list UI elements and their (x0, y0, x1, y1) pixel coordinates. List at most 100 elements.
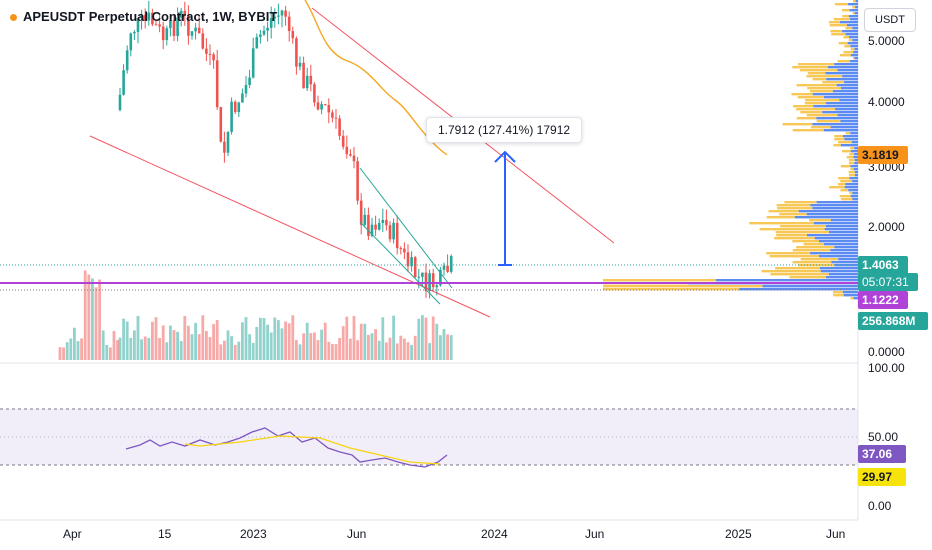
price-label: 0.0000 (868, 345, 905, 359)
volume-profile-bar (822, 81, 845, 84)
volume-profile-bar (829, 24, 847, 27)
candle-body (169, 20, 172, 29)
volume-bar (241, 322, 244, 360)
candle-body (295, 38, 298, 67)
volume-profile-bar (827, 66, 858, 69)
candle-body (136, 18, 140, 32)
candle-body (266, 27, 269, 31)
volume-bar (345, 316, 349, 360)
volume-profile-bar (839, 99, 858, 102)
volume-bar (212, 324, 215, 360)
candle-body (370, 224, 374, 236)
candle-body (435, 285, 439, 288)
candle-body (316, 102, 320, 110)
volume-bar (62, 347, 65, 360)
candle-body (190, 31, 194, 36)
volume-profile-bar (800, 69, 838, 72)
volume-bar (291, 315, 295, 360)
volume-profile-bar (854, 174, 858, 177)
volume-badge: 256.868M (858, 312, 928, 330)
volume-bar (98, 279, 101, 360)
volume-bar (442, 329, 446, 360)
volume-profile-bar (813, 222, 858, 225)
volume-bar (205, 330, 208, 360)
volume-profile-bar (759, 228, 825, 231)
currency-button[interactable]: USDT (864, 8, 916, 32)
volume-profile-bar (830, 30, 843, 33)
candle-body (410, 257, 413, 267)
volume-profile-bar (812, 123, 858, 126)
volume-profile-bar (766, 216, 795, 219)
volume-profile-bar (840, 198, 853, 201)
candle-body (334, 117, 338, 119)
volume-bar (136, 315, 140, 360)
volume-profile-bar (835, 108, 858, 111)
volume-profile-bar (848, 171, 855, 174)
volume-profile-bar (792, 261, 832, 264)
volume-bar (262, 318, 266, 360)
candle-body (262, 30, 266, 35)
volume-profile-bar (761, 270, 821, 273)
candle-body (251, 48, 255, 78)
volume-bar (116, 340, 119, 360)
volume-bar (424, 317, 428, 360)
volume-profile-bar (850, 48, 855, 51)
candle-body (421, 272, 424, 277)
candle-body (413, 257, 417, 277)
candle-body (431, 273, 435, 288)
volume-profile-bar (852, 192, 858, 195)
volume-profile-bar (842, 15, 849, 18)
volume-profile-bar (779, 213, 807, 216)
volume-profile-bar (768, 210, 799, 213)
support-price-badge: 1.1222 (858, 291, 908, 309)
volume-profile-bar (838, 42, 848, 45)
volume-profile-bar (810, 126, 831, 129)
volume-profile-bar (830, 219, 858, 222)
candle-body (323, 104, 327, 106)
volume-profile-bar (819, 240, 858, 243)
volume-profile-bar (844, 81, 858, 84)
candle-body (223, 141, 226, 153)
volume-profile-bar (831, 261, 858, 264)
candle-body (176, 17, 179, 36)
volume-profile-bar (844, 45, 851, 48)
volume-profile-bar (836, 84, 858, 87)
volume-bar (190, 334, 194, 360)
candle-body (259, 34, 262, 38)
volume-profile-bar (849, 36, 858, 39)
volume-profile-bar (789, 276, 827, 279)
volume-bar (273, 317, 277, 360)
candle-body (197, 27, 201, 34)
volume-profile-bar (850, 45, 858, 48)
volume-profile-bar (854, 159, 858, 162)
candle-body (359, 200, 363, 225)
volume-profile-bar (834, 246, 858, 249)
volume-profile-bar (825, 72, 858, 75)
candle-body (395, 222, 399, 249)
volume-profile-bar (854, 12, 858, 15)
volume-bar (133, 330, 136, 360)
volume-profile-bar (850, 147, 855, 150)
volume-bar (109, 347, 112, 360)
volume-profile-bar (825, 102, 858, 105)
volume-profile-bar (829, 186, 845, 189)
volume-profile-bar (849, 9, 858, 12)
volume-profile-bar (816, 117, 858, 120)
volume-profile-bar (796, 108, 836, 111)
volume-profile-bar (854, 162, 858, 165)
volume-bar (83, 270, 87, 360)
price-label: 5.0000 (868, 34, 905, 48)
volume-profile-bar (845, 132, 851, 135)
volume-bar (428, 343, 431, 360)
volume-bar (158, 337, 161, 360)
volume-bar (215, 320, 219, 360)
volume-bar (233, 344, 237, 360)
symbol-status-icon (10, 14, 17, 22)
volume-profile-bar (832, 291, 843, 294)
volume-profile-bar (823, 96, 858, 99)
candle-body (284, 10, 287, 17)
volume-profile-bar (848, 174, 855, 177)
volume-bar (363, 323, 367, 360)
candle-body (320, 104, 323, 110)
